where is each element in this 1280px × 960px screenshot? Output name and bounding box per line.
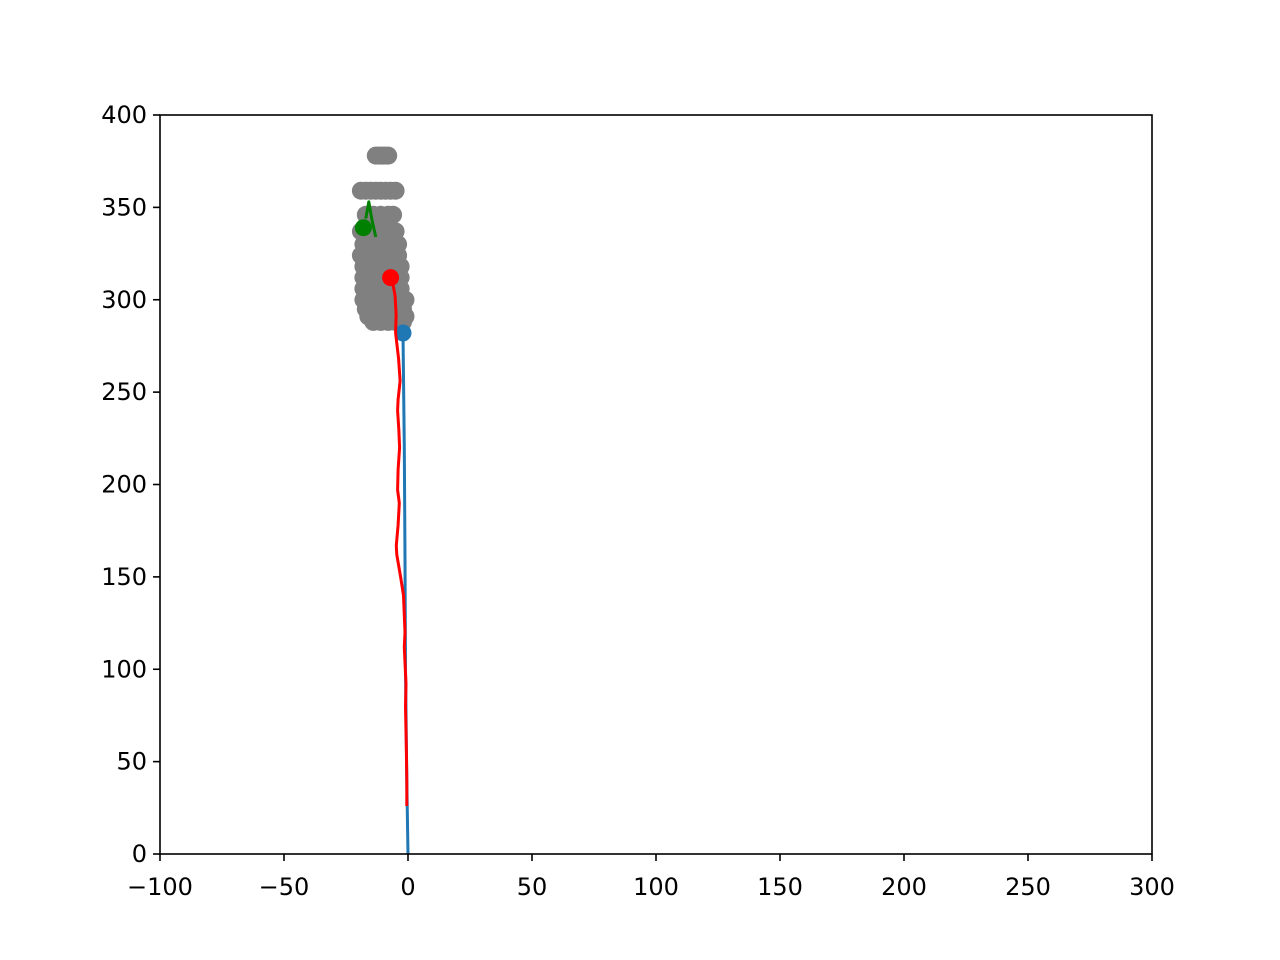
end-marker-6 bbox=[354, 219, 372, 237]
obstacle-point bbox=[386, 181, 405, 200]
x-tick-label: 300 bbox=[1129, 873, 1175, 901]
y-tick-label: 50 bbox=[116, 748, 147, 776]
x-tick-label: −50 bbox=[259, 873, 310, 901]
x-tick-label: 250 bbox=[1005, 873, 1051, 901]
y-tick-label: 300 bbox=[101, 286, 147, 314]
obstacle-point bbox=[379, 146, 398, 165]
path-line-3 bbox=[389, 277, 409, 806]
x-tick-label: 50 bbox=[517, 873, 548, 901]
y-axis: 0 50 100 150 200 250 300 350 400 bbox=[101, 101, 160, 868]
x-tick-label: 200 bbox=[881, 873, 927, 901]
x-tick-label: 150 bbox=[757, 873, 803, 901]
y-tick-label: 100 bbox=[101, 655, 147, 683]
y-tick-label: 0 bbox=[132, 840, 147, 868]
x-tick-label: 100 bbox=[633, 873, 679, 901]
y-tick-label: 250 bbox=[101, 378, 147, 406]
x-tick-label: 0 bbox=[400, 873, 415, 901]
y-tick-label: 350 bbox=[101, 193, 147, 221]
x-axis: −100 −50 0 50 100 150 200 250 300 bbox=[127, 854, 1175, 901]
obstacle-point bbox=[384, 205, 403, 224]
axes-frame bbox=[159, 114, 1153, 855]
y-tick-label: 150 bbox=[101, 563, 147, 591]
path-line-5 bbox=[364, 200, 378, 238]
end-marker-2 bbox=[394, 324, 412, 342]
x-tick-label: −100 bbox=[127, 873, 193, 901]
plot-marks bbox=[351, 146, 415, 855]
y-tick-label: 400 bbox=[101, 101, 147, 129]
y-tick-label: 200 bbox=[101, 471, 147, 499]
end-marker-4 bbox=[382, 269, 400, 287]
